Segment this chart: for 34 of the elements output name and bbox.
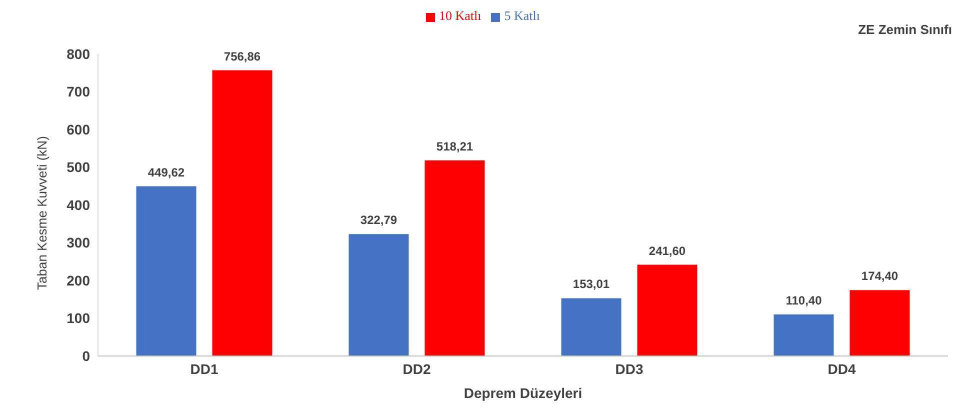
data-label: 241,60 bbox=[648, 244, 686, 258]
bar bbox=[136, 186, 196, 356]
bar bbox=[561, 298, 622, 356]
y-tick-label: 200 bbox=[66, 272, 90, 288]
data-label: 153,01 bbox=[572, 277, 610, 292]
x-tick-label: DD3 bbox=[615, 360, 644, 377]
y-axis-title: Taban Kesme Kuvveti (kN) bbox=[34, 136, 50, 290]
y-tick-label: 0 bbox=[82, 348, 90, 364]
y-tick-label: 100 bbox=[66, 310, 90, 326]
bar bbox=[212, 70, 272, 356]
legend-label: 5 Katlı bbox=[504, 8, 540, 23]
y-tick-label: 400 bbox=[66, 196, 90, 213]
bar bbox=[348, 234, 409, 356]
data-label: 322,79 bbox=[360, 213, 398, 228]
y-tick-label: 300 bbox=[66, 234, 90, 251]
bar bbox=[774, 314, 834, 356]
y-tick-label: 600 bbox=[66, 121, 90, 138]
bar bbox=[637, 264, 698, 356]
y-tick-label: 700 bbox=[66, 84, 90, 100]
data-label: 174,40 bbox=[861, 269, 898, 284]
data-label: 449,62 bbox=[148, 165, 185, 180]
chart-title: ZE Zemin Sınıfı bbox=[858, 22, 952, 37]
data-label: 110,40 bbox=[786, 293, 822, 308]
x-axis-title: Deprem Düzeyleri bbox=[464, 385, 582, 401]
data-label: 756,86 bbox=[224, 49, 261, 64]
legend-label: 10 Katlı bbox=[439, 8, 482, 23]
y-tick-label: 800 bbox=[66, 46, 90, 62]
data-label: 518,21 bbox=[436, 139, 474, 154]
bar bbox=[424, 160, 485, 356]
x-tick-label: DD2 bbox=[402, 360, 431, 377]
y-tick-label: 500 bbox=[66, 159, 90, 176]
bar bbox=[850, 290, 910, 356]
x-tick-label: DD4 bbox=[828, 360, 856, 377]
x-tick-label: DD1 bbox=[190, 360, 218, 377]
